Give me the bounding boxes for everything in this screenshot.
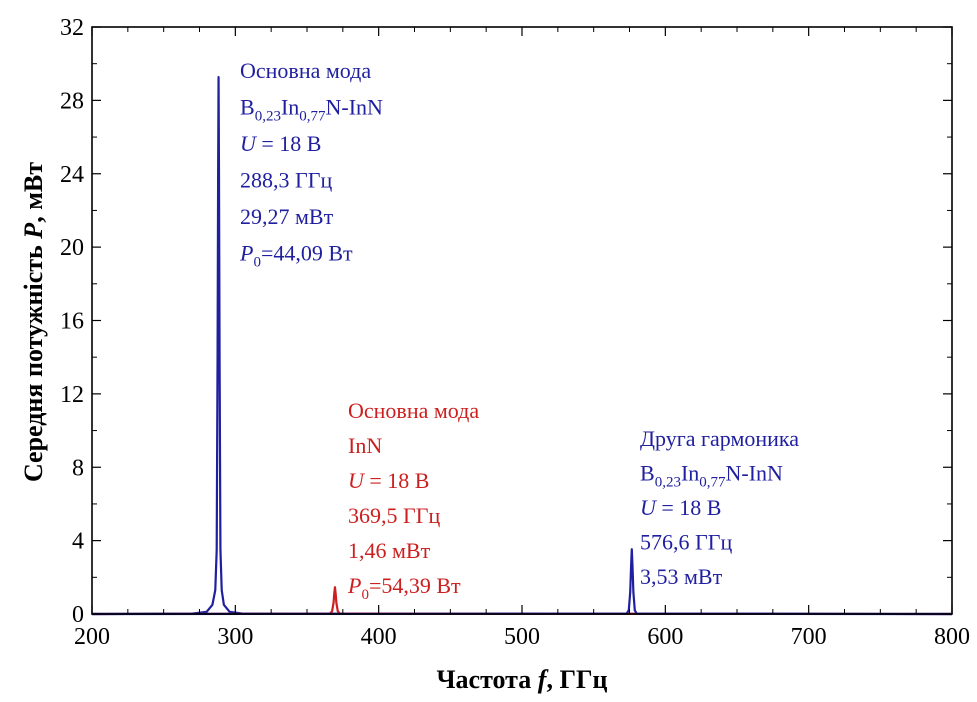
annotation-text-segment: =54,39 Вт [369, 573, 461, 598]
plot-background [92, 27, 952, 614]
series-line-2 [91, 586, 953, 616]
annotation-text-segment: Основна мода [240, 58, 371, 83]
y-axis-label-variable: P [19, 222, 48, 240]
annotation-text-segment: U [348, 468, 366, 493]
annotation-text-segment: U [640, 495, 658, 520]
annotation-text-segment: 29,27 мВт [240, 204, 334, 229]
annotation-text-segment: P [347, 573, 361, 598]
annotation-text-segment: 576,6 ГГц [640, 530, 732, 555]
annotation-text-segment: Основна мода [348, 398, 479, 423]
annotation-text-segment: Друга гармоника [640, 426, 799, 451]
annotation-text-segment: N-InN [326, 95, 384, 120]
annotation-line: 576,6 ГГц [640, 530, 732, 555]
annotation-text-segment: U [240, 131, 258, 156]
plot-area [92, 27, 952, 614]
annotation-line: 29,27 мВт [240, 204, 334, 229]
annotation-text-segment: B [640, 461, 655, 486]
y-tick-label: 4 [72, 529, 84, 555]
annotation-text-segment: 0 [253, 255, 261, 271]
annotation-text-segment: = 18 В [364, 468, 430, 493]
annotation-text-segment: In [681, 461, 699, 486]
annotation-text-segment: = 18 В [656, 495, 722, 520]
x-tick-label: 500 [504, 624, 540, 650]
series-layer [91, 75, 953, 616]
annotation-text-segment: 3,53 мВт [640, 564, 723, 589]
y-tick-label: 16 [60, 309, 84, 335]
axis-ticks [91, 26, 953, 615]
annotation-text-segment: 0 [361, 587, 369, 603]
y-axis-label-unit: , мВт [19, 162, 48, 223]
y-tick-label: 0 [72, 602, 84, 628]
annotation-text-segment: In [281, 95, 299, 120]
annotation-text-segment: B [240, 95, 255, 120]
annotation-text-segment: =44,09 Вт [261, 241, 353, 266]
x-axis-label-unit: , ГГц [546, 665, 607, 694]
y-tick-label: 20 [60, 235, 84, 261]
x-tick-label: 300 [217, 624, 253, 650]
y-tick-label: 28 [60, 88, 84, 114]
x-axis-label-variable: f [538, 665, 549, 694]
series-line-1 [91, 75, 953, 616]
annotation-line: InN [348, 433, 382, 458]
annotation-line: Основна мода [348, 398, 479, 423]
annotation-text-segment: InN [348, 433, 382, 458]
annotation-text-segment: 369,5 ГГц [348, 503, 440, 528]
series-line-3 [91, 548, 953, 616]
annotation-text-segment: 0,77 [299, 109, 326, 125]
annotation-line: U = 18 В [348, 468, 429, 493]
annotation-line: Друга гармоника [640, 426, 799, 451]
x-tick-label: 700 [791, 624, 827, 650]
annotation-text-segment: 288,3 ГГц [240, 168, 332, 193]
y-tick-label: 8 [72, 455, 84, 481]
annotation-line: P0=44,09 Вт [239, 241, 353, 271]
y-tick-label: 32 [60, 15, 84, 41]
x-tick-label: 200 [74, 624, 110, 650]
y-axis-label: Середня потужність P, мВт [19, 162, 48, 482]
annotation-line: 1,46 мВт [348, 538, 431, 563]
annotation-line: U = 18 В [640, 495, 721, 520]
x-axis-label: Частота f, ГГц [436, 665, 607, 694]
annotation-text-segment: 0,23 [255, 109, 281, 125]
annotation-text-segment: N-InN [726, 461, 784, 486]
y-tick-label: 12 [60, 382, 84, 408]
tick-labels: 200 300 400 500 600 700 800 0 4 8 12 16 20 24 28 32 [60, 15, 970, 650]
annotation-line: B0,23In0,77N-InN [240, 95, 383, 125]
y-tick-label: 24 [60, 162, 84, 188]
annotation-text-segment: 1,46 мВт [348, 538, 431, 563]
x-axis-label-prefix: Частота [436, 665, 537, 694]
annotation-text-segment: = 18 В [256, 131, 322, 156]
annotation-line: U = 18 В [240, 131, 321, 156]
annotation-line: Основна мода [240, 58, 371, 83]
x-tick-label: 800 [934, 624, 970, 650]
annotation-text-segment: P [239, 241, 253, 266]
annotation-line: 3,53 мВт [640, 564, 723, 589]
annotation-line: B0,23In0,77N-InN [640, 461, 783, 491]
y-axis-label-prefix: Середня потужність [19, 239, 48, 482]
x-tick-label: 400 [361, 624, 397, 650]
annotation-line: 369,5 ГГц [348, 503, 440, 528]
annotation-text-segment: 0,77 [699, 475, 726, 491]
annotation-fundamental-inn: Основна мода InN U = 18 В 369,5 ГГц 1,46 мВт… [347, 398, 479, 603]
x-tick-label: 600 [647, 624, 683, 650]
annotation-text-segment: 0,23 [655, 475, 681, 491]
annotation-line: 288,3 ГГц [240, 168, 332, 193]
annotation-line: P0=54,39 Вт [347, 573, 461, 603]
